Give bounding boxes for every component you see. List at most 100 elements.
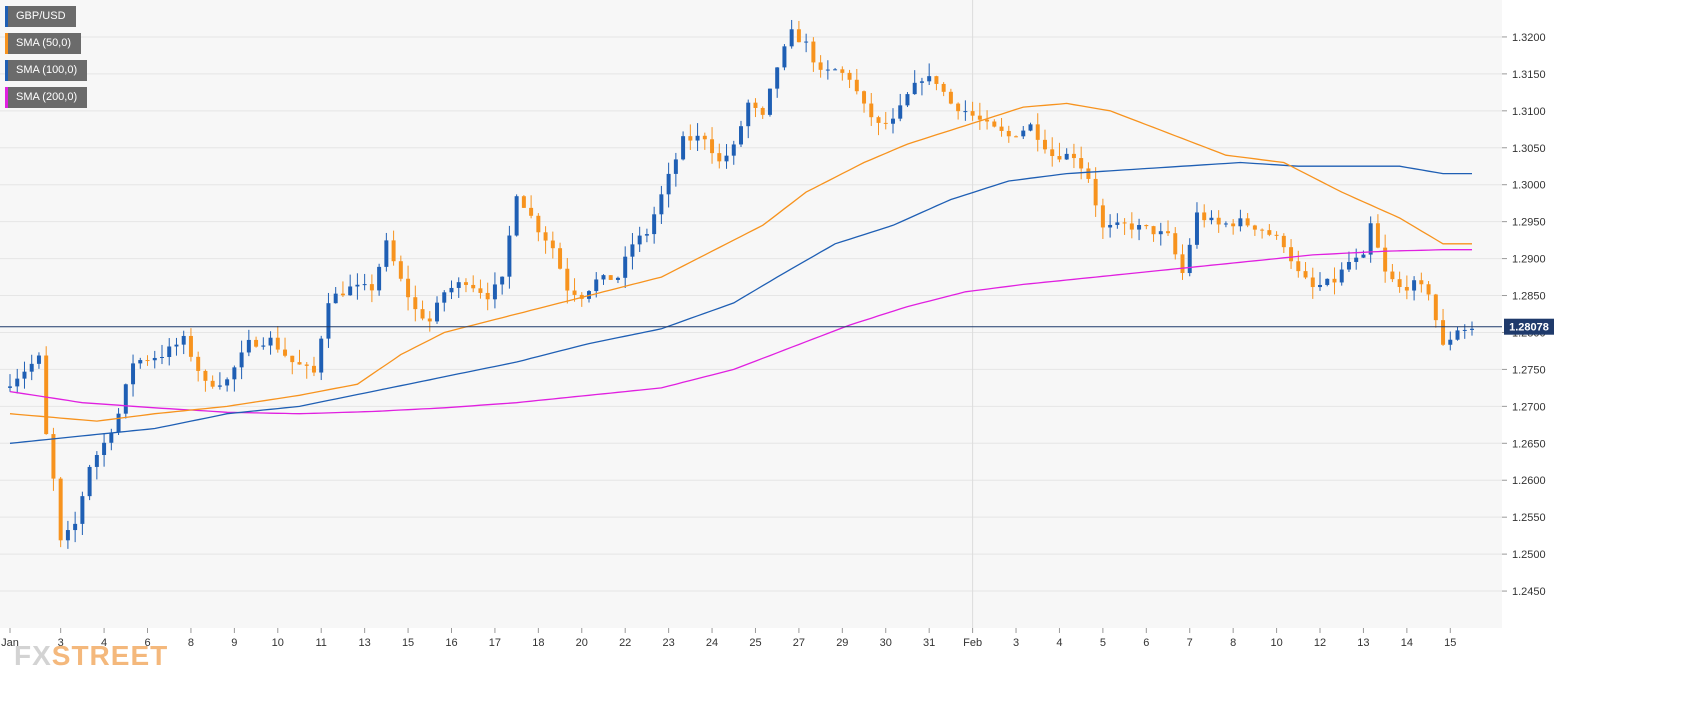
candle-body[interactable] [1361,254,1366,258]
candle-body[interactable] [15,378,20,387]
candle-body[interactable] [1412,280,1417,291]
candle-body[interactable] [326,303,331,339]
candle-body[interactable] [890,118,895,124]
candle-body[interactable] [1426,284,1431,295]
candle-body[interactable] [1100,205,1105,228]
candle-body[interactable] [702,135,707,140]
candle-body[interactable] [869,103,874,118]
candle-body[interactable] [644,234,649,236]
candle-body[interactable] [87,466,92,497]
candle-body[interactable] [1209,217,1214,221]
candle-body[interactable] [51,434,56,479]
candle-body[interactable] [217,385,222,387]
candle-body[interactable] [1296,261,1301,272]
candle-body[interactable] [1462,329,1467,331]
candle-body[interactable] [1281,235,1286,248]
candle-body[interactable] [116,413,121,433]
candle-body[interactable] [1332,278,1337,283]
candle-body[interactable] [876,117,881,123]
candle-body[interactable] [1035,124,1040,140]
candle-body[interactable] [1397,279,1402,287]
candle-body[interactable] [377,266,382,291]
candle-body[interactable] [934,76,939,84]
candle-body[interactable] [254,339,259,347]
candle-body[interactable] [268,337,273,346]
candle-body[interactable] [919,81,924,83]
candle-body[interactable] [898,105,903,119]
candle-body[interactable] [1346,261,1351,270]
candle-body[interactable] [1368,223,1373,255]
candle-body[interactable] [1223,223,1228,225]
candle-body[interactable] [1151,226,1156,235]
candle-body[interactable] [1325,278,1330,285]
candle-body[interactable] [623,256,628,278]
candle-body[interactable] [746,102,751,127]
candle-body[interactable] [1390,271,1395,280]
candle-body[interactable] [1455,330,1460,340]
candle-body[interactable] [492,284,497,300]
candle-body[interactable] [970,111,975,116]
candle-body[interactable] [369,284,374,291]
candle-body[interactable] [652,214,657,235]
candle-body[interactable] [1260,229,1265,231]
candle-body[interactable] [1404,286,1409,291]
candle-body[interactable] [420,309,425,319]
candle-body[interactable] [456,282,461,288]
candle-body[interactable] [1173,233,1178,255]
candle-body[interactable] [500,276,505,285]
candle-body[interactable] [1383,247,1388,272]
candle-body[interactable] [36,355,41,364]
candle-body[interactable] [1202,212,1207,221]
candle-body[interactable] [1354,257,1359,262]
candle-body[interactable] [789,29,794,47]
candle-body[interactable] [767,88,772,115]
candle-body[interactable] [102,442,107,456]
candle-body[interactable] [131,363,136,385]
candle-body[interactable] [406,278,411,298]
candle-body[interactable] [283,349,288,356]
candle-body[interactable] [138,360,143,364]
candle-body[interactable] [825,69,830,71]
candle-body[interactable] [1006,130,1011,137]
candle-body[interactable] [1231,223,1236,227]
candle-body[interactable] [985,119,990,122]
candle-body[interactable] [1108,224,1113,228]
candle-body[interactable] [435,302,440,322]
candle-body[interactable] [1448,339,1453,345]
candle-body[interactable] [73,523,78,531]
candle-body[interactable] [1079,158,1084,169]
candle-body[interactable] [775,67,780,89]
candle-body[interactable] [427,318,432,322]
candle-body[interactable] [1194,212,1199,245]
candle-body[interactable] [782,46,787,68]
candle-body[interactable] [449,287,454,293]
candle-body[interactable] [710,139,715,154]
sma50-line[interactable] [9,102,1472,422]
candle-body[interactable] [1419,280,1424,285]
candle-body[interactable] [1137,225,1142,230]
candle-body[interactable] [413,297,418,310]
candle-body[interactable] [109,432,114,443]
candle-body[interactable] [65,530,70,541]
candle-body[interactable] [796,29,801,43]
candle-body[interactable] [1303,271,1308,278]
candle-body[interactable] [601,275,606,280]
candle-body[interactable] [398,261,403,279]
candle-body[interactable] [44,355,49,435]
candle-body[interactable] [1252,225,1257,230]
candle-body[interactable] [1122,222,1127,224]
candle-body[interactable] [1057,156,1062,160]
candle-body[interactable] [1245,218,1250,226]
candle-body[interactable] [977,115,982,120]
legend-item-sma100[interactable]: SMA (100,0) [5,60,88,81]
candle-body[interactable] [29,363,34,372]
candle-body[interactable] [760,107,765,115]
candle-body[interactable] [912,82,917,95]
candle-body[interactable] [80,496,85,524]
candle-body[interactable] [463,282,468,285]
candle-body[interactable] [847,72,852,80]
legend-item-gbpusd[interactable]: GBP/USD [5,6,76,27]
candle-body[interactable] [905,94,910,106]
candle-body[interactable] [1274,234,1279,236]
